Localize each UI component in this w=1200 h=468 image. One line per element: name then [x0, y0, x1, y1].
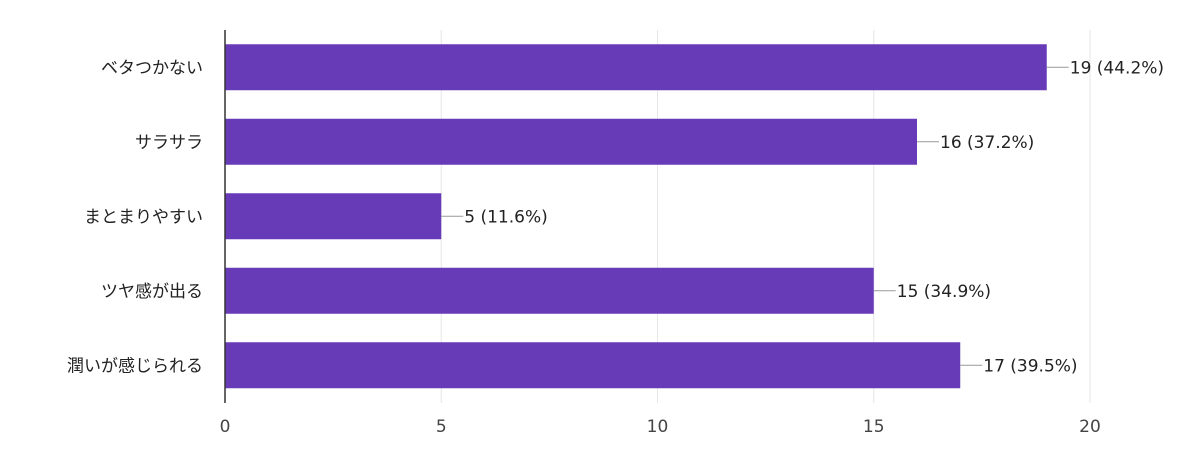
data-label: 16 (37.2%) — [940, 133, 1034, 153]
bar — [225, 44, 1047, 91]
data-label: 19 (44.2%) — [1070, 58, 1164, 78]
bar-layer — [225, 44, 1047, 389]
category-label: 潤いが感じられる — [67, 356, 203, 376]
bar — [225, 118, 917, 165]
x-tick-label: 15 — [863, 417, 885, 437]
data-label: 17 (39.5%) — [983, 356, 1077, 376]
category-label: まとまりやすい — [84, 207, 203, 227]
bar — [225, 193, 442, 240]
category-label: サラサラ — [135, 133, 203, 153]
x-tick-label: 20 — [1079, 417, 1101, 437]
category-label: ツヤ感が出る — [101, 282, 203, 302]
bar — [225, 342, 961, 389]
data-label: 15 (34.9%) — [897, 282, 991, 302]
bar — [225, 267, 874, 314]
label-layer: ベタつかない 19 (44.2%) サラサラ 16 (37.2%) まとまりやすい 5 (… — [67, 58, 1164, 376]
x-tick-label: 10 — [647, 417, 669, 437]
tick-layer: 0 5 10 15 20 — [220, 417, 1101, 437]
x-tick-label: 5 — [436, 417, 447, 437]
category-label: ベタつかない — [101, 58, 203, 78]
data-label: 5 (11.6%) — [464, 207, 548, 227]
x-tick-label: 0 — [220, 417, 231, 437]
